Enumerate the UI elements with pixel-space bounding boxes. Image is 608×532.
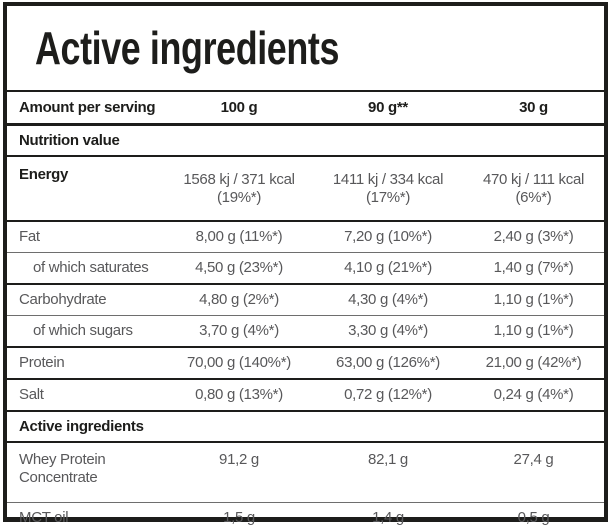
- table-row-saturates: of which saturates 4,50 g (23%*) 4,10 g …: [7, 253, 604, 285]
- nutrition-table: Amount per serving 100 g 90 g** 30 g Nut…: [7, 92, 604, 532]
- row-value: 91,2 g: [165, 442, 313, 503]
- table-section-nutrition-value: Nutrition value: [7, 125, 604, 157]
- row-label: of which saturates: [7, 253, 165, 285]
- row-value: 4,30 g (4%*): [313, 284, 463, 316]
- table-row-salt: Salt 0,80 g (13%*) 0,72 g (12%*) 0,24 g …: [7, 379, 604, 411]
- row-value: 1568 kj / 371 kcal (19%*): [165, 156, 313, 221]
- row-value: 3,30 g (4%*): [313, 316, 463, 348]
- row-value: 4,50 g (23%*): [165, 253, 313, 285]
- row-value: 0,72 g (12%*): [313, 379, 463, 411]
- table-section-active-ingredients: Active ingredients: [7, 411, 604, 442]
- row-value: 1,4 g: [313, 503, 463, 532]
- row-label: Salt: [7, 379, 165, 411]
- row-label: Whey Protein Concentrate: [7, 442, 165, 503]
- serving-col-90g: 90 g**: [313, 92, 463, 125]
- row-label: Carbohydrate: [7, 284, 165, 316]
- serving-col-100g: 100 g: [165, 92, 313, 125]
- row-value: 4,10 g (21%*): [313, 253, 463, 285]
- row-value: 1,40 g (7%*): [463, 253, 604, 285]
- row-value: 4,80 g (2%*): [165, 284, 313, 316]
- row-value: 27,4 g: [463, 442, 604, 503]
- row-value: 8,00 g (11%*): [165, 221, 313, 253]
- row-value: 1411 kj / 334 kcal (17%*): [313, 156, 463, 221]
- row-value: 470 kj / 111 kcal (6%*): [463, 156, 604, 221]
- row-label: Fat: [7, 221, 165, 253]
- table-row-amount-per-serving: Amount per serving 100 g 90 g** 30 g: [7, 92, 604, 125]
- row-label: MCT oil: [7, 503, 165, 532]
- table-row-whey-protein-concentrate: Whey Protein Concentrate 91,2 g 82,1 g 2…: [7, 442, 604, 503]
- row-value: 0,80 g (13%*): [165, 379, 313, 411]
- table-row-energy: Energy 1568 kj / 371 kcal (19%*) 1411 kj…: [7, 156, 604, 221]
- row-label: Energy: [7, 156, 165, 221]
- row-value: 1,10 g (1%*): [463, 284, 604, 316]
- row-value: 3,70 g (4%*): [165, 316, 313, 348]
- row-value: 21,00 g (42%*): [463, 347, 604, 379]
- table-row-mct-oil: MCT oil 1,5 g 1,4 g 0,5 g: [7, 503, 604, 532]
- table-row-sugars: of which sugars 3,70 g (4%*) 3,30 g (4%*…: [7, 316, 604, 348]
- row-value: 7,20 g (10%*): [313, 221, 463, 253]
- row-label: Protein: [7, 347, 165, 379]
- nutrition-label-frame: Active ingredients Amount per serving 10…: [3, 2, 608, 522]
- row-label: Amount per serving: [7, 92, 165, 125]
- section-heading: Active ingredients: [7, 411, 604, 442]
- row-value: 82,1 g: [313, 442, 463, 503]
- row-label: of which sugars: [7, 316, 165, 348]
- serving-col-30g: 30 g: [463, 92, 604, 125]
- row-value: 0,5 g: [463, 503, 604, 532]
- row-value: 63,00 g (126%*): [313, 347, 463, 379]
- page-title: Active ingredients: [35, 21, 339, 75]
- section-heading: Nutrition value: [7, 125, 604, 157]
- row-value: 1,10 g (1%*): [463, 316, 604, 348]
- title-block: Active ingredients: [7, 6, 604, 92]
- table-row-protein: Protein 70,00 g (140%*) 63,00 g (126%*) …: [7, 347, 604, 379]
- row-value: 1,5 g: [165, 503, 313, 532]
- table-row-fat: Fat 8,00 g (11%*) 7,20 g (10%*) 2,40 g (…: [7, 221, 604, 253]
- row-value: 2,40 g (3%*): [463, 221, 604, 253]
- row-value: 70,00 g (140%*): [165, 347, 313, 379]
- table-row-carbohydrate: Carbohydrate 4,80 g (2%*) 4,30 g (4%*) 1…: [7, 284, 604, 316]
- row-value: 0,24 g (4%*): [463, 379, 604, 411]
